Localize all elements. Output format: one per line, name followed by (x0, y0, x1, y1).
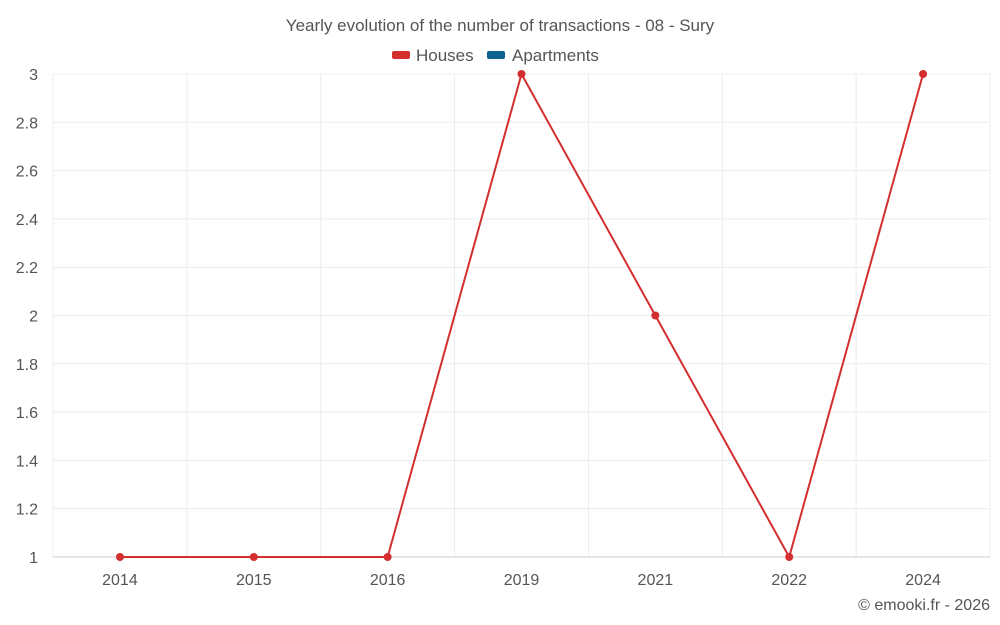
y-tick-label: 1.4 (16, 453, 38, 470)
grid (52, 73, 991, 557)
legend-swatch-apartments (487, 51, 505, 59)
x-tick-label: 2014 (102, 572, 138, 589)
x-tick-label: 2021 (638, 572, 674, 589)
y-tick-label: 2.4 (16, 212, 38, 229)
y-tick-label: 2.2 (16, 260, 38, 277)
legend-label-houses[interactable]: Houses (416, 46, 474, 65)
y-tick-label: 1.8 (16, 357, 38, 374)
data-point-houses[interactable] (919, 70, 928, 78)
data-point-houses[interactable] (517, 70, 526, 78)
x-tick-label: 2016 (370, 572, 406, 589)
x-tick-label: 2015 (236, 572, 272, 589)
x-tick-label: 2022 (771, 572, 807, 589)
y-tick-label: 1 (29, 550, 38, 567)
x-axis: 2014 2015 2016 2019 2021 2022 2024 (53, 556, 990, 589)
y-tick-label: 1.6 (16, 405, 38, 422)
y-tick-label: 2.6 (16, 164, 38, 181)
y-tick-label: 2 (29, 309, 38, 326)
y-axis: 1 1.2 1.4 1.6 1.8 2 2.2 2.4 2.6 2.8 3 (16, 67, 38, 567)
data-point-houses[interactable] (785, 553, 794, 561)
legend-label-apartments[interactable]: Apartments (512, 46, 599, 65)
data-point-houses[interactable] (651, 311, 660, 320)
legend-swatch-houses (392, 51, 410, 59)
x-tick-label: 2019 (504, 572, 540, 589)
y-tick-label: 3 (29, 67, 38, 84)
chart-title: Yearly evolution of the number of transa… (286, 16, 715, 35)
data-point-houses[interactable] (249, 553, 258, 561)
y-tick-label: 2.8 (16, 115, 38, 132)
data-point-houses[interactable] (115, 553, 124, 561)
series-layer (115, 70, 928, 561)
y-tick-label: 1.2 (16, 502, 38, 519)
credit-text: © emooki.fr - 2026 (858, 597, 990, 614)
x-tick-label: 2024 (905, 572, 941, 589)
data-point-houses[interactable] (383, 553, 392, 561)
legend: Houses Apartments (392, 46, 599, 65)
